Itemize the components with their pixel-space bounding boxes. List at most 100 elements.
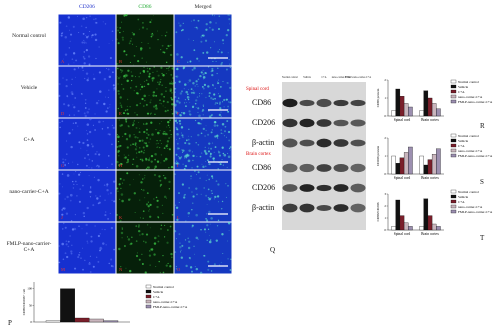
speckle (210, 131, 213, 134)
speckle (64, 226, 67, 229)
speckle (119, 124, 122, 127)
speckle (154, 158, 156, 161)
speckle (184, 193, 186, 196)
speckle (159, 147, 161, 149)
speckle (78, 225, 80, 227)
speckle (171, 98, 173, 100)
micrograph (116, 170, 174, 222)
speckle (181, 112, 183, 114)
speckle (135, 85, 138, 88)
speckle (196, 26, 198, 29)
speckle (176, 147, 180, 150)
y-tick-label: 1 (384, 216, 386, 220)
speckle (78, 141, 81, 144)
speckle (125, 53, 128, 56)
speckle (131, 43, 133, 45)
speckle (214, 121, 217, 124)
speckle (106, 185, 109, 187)
column-header: CD86 (138, 4, 151, 10)
speckle (148, 208, 150, 210)
speckle (87, 153, 90, 156)
speckle (196, 96, 199, 98)
speckle (202, 114, 204, 116)
speckle (214, 195, 217, 199)
speckle (93, 77, 96, 80)
speckle (228, 108, 230, 110)
speckle (166, 47, 168, 50)
speckle (223, 130, 227, 133)
speckle (200, 193, 202, 195)
speckle (130, 38, 132, 40)
speckle (196, 193, 198, 196)
speckle (118, 247, 121, 251)
lane-label: FMLP-nano-carrier-C+A (345, 76, 371, 79)
speckle (120, 193, 124, 196)
speckle (86, 206, 89, 210)
speckle (108, 133, 111, 136)
speckle (94, 225, 96, 227)
band (299, 163, 315, 173)
speckle (144, 142, 148, 145)
speckle (155, 129, 157, 131)
speckle (179, 251, 181, 253)
speckle (229, 14, 231, 16)
speckle (99, 247, 101, 249)
speckle (73, 227, 77, 231)
speckle (145, 168, 148, 170)
speckle (119, 76, 121, 78)
speckle (142, 217, 144, 219)
speckle (84, 107, 87, 109)
band (316, 204, 332, 212)
speckle (182, 136, 184, 138)
speckle (61, 209, 63, 211)
speckle (197, 85, 199, 87)
speckle (205, 96, 207, 99)
speckle (138, 28, 140, 30)
speckle (98, 153, 101, 156)
legend-swatch (450, 133, 457, 138)
speckle (186, 154, 189, 157)
speckle (208, 91, 211, 95)
speckle (186, 139, 188, 142)
speckle (144, 99, 146, 102)
speckle (95, 101, 99, 105)
speckle (196, 165, 199, 168)
speckle (58, 82, 61, 86)
speckle (140, 83, 142, 85)
speckle (69, 29, 70, 31)
y-tick-label: 2 (384, 78, 386, 82)
speckle (176, 132, 179, 136)
speckle (110, 265, 113, 267)
speckle (111, 124, 113, 126)
speckle (199, 177, 201, 179)
speckle (212, 98, 215, 101)
speckle (163, 130, 165, 133)
speckle (225, 196, 228, 199)
panel-letter: H (119, 163, 123, 168)
speckle (143, 85, 146, 88)
speckle (155, 107, 158, 110)
speckle (64, 53, 68, 56)
speckle (201, 34, 204, 37)
speckle (66, 140, 68, 142)
speckle (125, 13, 128, 17)
speckle (121, 228, 123, 230)
lane-label: Normal control (282, 76, 298, 79)
speckle (127, 154, 130, 156)
y-axis-label: CD86/CD206+ cell (22, 289, 26, 316)
speckle (119, 96, 122, 99)
speckle (210, 113, 214, 117)
speckle (221, 233, 224, 236)
speckle (226, 120, 229, 123)
speckle (84, 77, 86, 80)
speckle (152, 91, 155, 94)
speckle (108, 75, 112, 79)
speckle (149, 227, 151, 229)
bar (431, 223, 437, 231)
speckle (144, 241, 147, 244)
speckle (149, 73, 151, 75)
speckle (65, 212, 69, 215)
speckle (188, 187, 191, 189)
speckle (151, 77, 154, 80)
speckle (205, 217, 208, 220)
